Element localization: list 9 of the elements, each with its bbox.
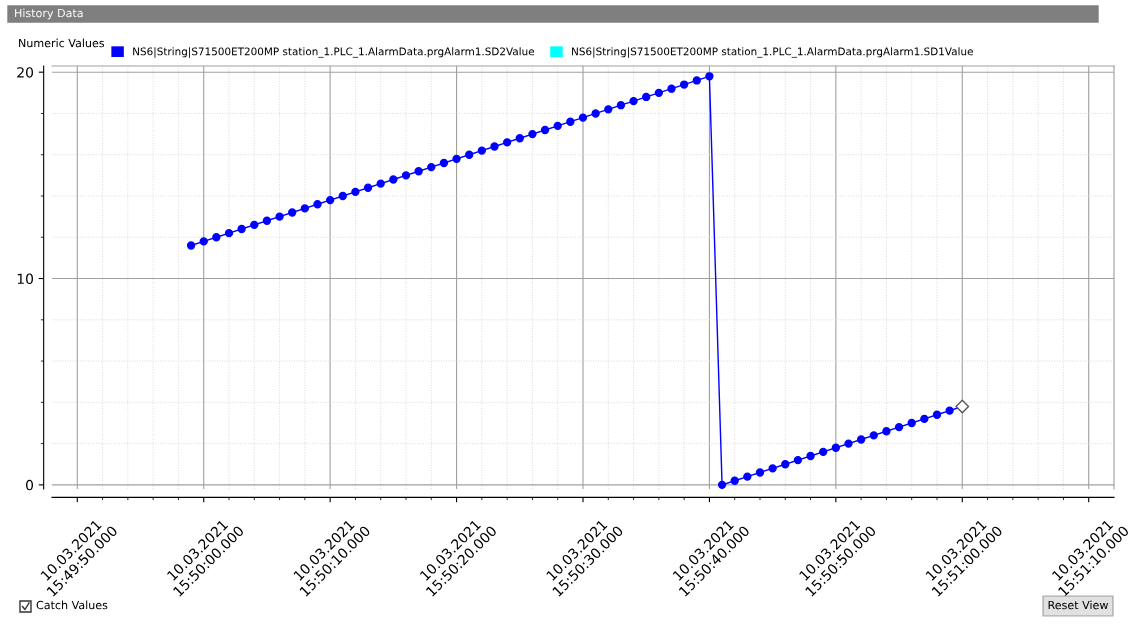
- legend-label: NS6|String|S71500ET200MP station_1.PLC_1.AlarmData.prgAlarm1.SD2Value: [133, 47, 535, 58]
- text: Catch Values: [36, 600, 108, 610]
- y-tick-label: 0: [26, 479, 34, 491]
- text: Numeric Values: [19, 38, 105, 48]
- chart-title: History Data: [15, 8, 83, 20]
- y-tick-label: 20: [17, 67, 34, 78]
- text: Reset View: [1048, 600, 1108, 610]
- legend-label: NS6|String|S71500ET200MP station_1.PLC_1.AlarmData.prgAlarm1.SD1Value: [572, 47, 973, 58]
- y-tick-label: 10: [17, 273, 34, 285]
